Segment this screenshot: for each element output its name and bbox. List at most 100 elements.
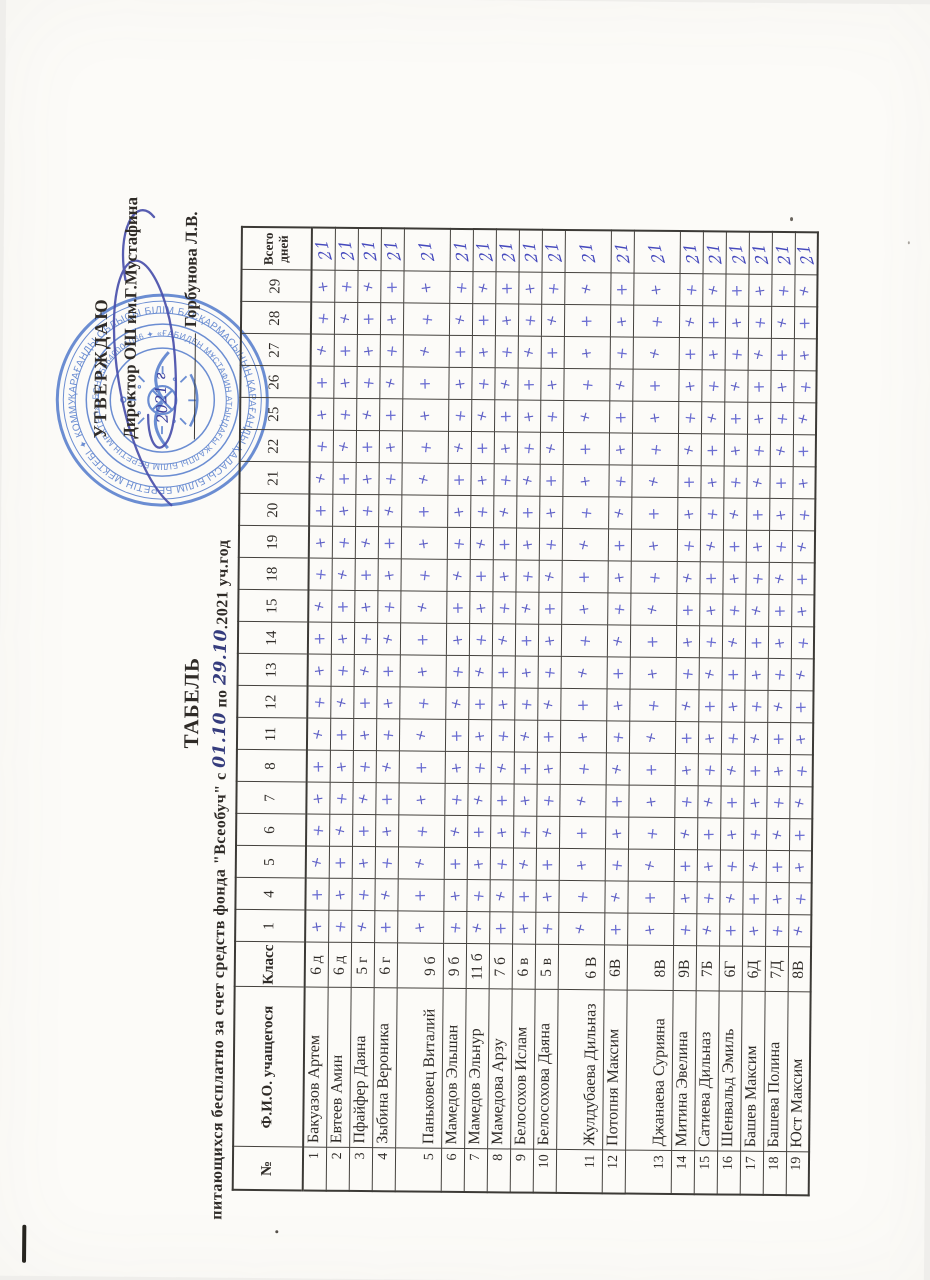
plus-mark: + [681,379,699,394]
cell-day-mark: + [561,592,608,626]
cell-day-mark: + [697,786,721,819]
plus-mark: + [607,761,626,777]
plus-mark: + [576,442,595,456]
plus-mark: + [772,411,792,427]
plus-mark: + [470,664,489,680]
plus-mark: + [724,603,744,618]
plus-mark: + [307,854,326,871]
cell-day-mark: + [790,691,814,724]
cell-day-mark: + [675,658,699,691]
cell-day-mark: + [538,560,562,593]
cell-day-mark: + [537,624,562,657]
plus-mark: + [495,473,516,488]
plus-mark: + [497,345,517,360]
cell-day-mark: + [514,656,538,689]
cell-day-mark: + [399,655,446,688]
cell-day-mark: + [744,658,768,691]
plus-mark: + [720,890,740,907]
cell-day-mark: + [562,432,609,466]
plus-mark: + [494,665,513,680]
cell-day-mark: + [745,594,769,627]
plus-mark: + [700,763,720,778]
plus-mark: + [414,471,433,488]
plus-mark: + [703,379,724,394]
cell-total-days: 21 [771,231,795,276]
plus-mark: + [381,440,400,455]
plus-mark: + [542,474,560,488]
cell-day-mark: + [722,530,747,563]
cell-day-mark: + [720,754,744,787]
cell-day-mark: + [539,464,563,497]
cell-day-mark: + [701,370,725,403]
cell-day-mark: + [332,462,356,495]
plus-mark: + [335,310,354,327]
plus-mark: + [769,732,788,746]
cell-day-mark: + [748,274,772,307]
handwritten-date-from: 01.10 [209,712,231,768]
plus-mark: + [331,887,349,902]
plus-mark: + [748,508,767,522]
cell-day-mark: + [330,622,355,655]
plus-mark: + [446,888,464,903]
plus-mark: + [416,408,434,423]
cell-day-mark: + [352,750,376,784]
cell-day-mark: + [563,368,610,402]
plus-mark: + [676,859,695,873]
cell-day-mark: + [674,722,699,755]
cell-day-mark: + [770,338,794,372]
plus-mark: + [609,698,627,713]
cell-day-mark: + [306,750,330,783]
cell-day-mark: + [516,432,540,465]
cell-day-mark: + [792,467,816,500]
plus-mark: + [379,696,397,711]
plus-mark: + [793,636,813,651]
plus-mark: + [773,283,794,299]
cell-day-mark: + [492,560,516,593]
cell-day-mark: + [792,435,816,468]
plus-mark: + [470,697,489,711]
plus-mark: + [416,376,435,391]
plus-mark: + [312,342,331,359]
plus-mark: + [520,313,540,328]
plus-mark: + [606,922,625,937]
plus-mark: + [469,857,488,872]
cell-day-mark: + [490,752,514,785]
cell-day-mark: + [605,753,629,786]
cell-day-mark: + [494,336,518,369]
cell-day-mark: + [309,462,333,495]
plus-mark: + [676,891,694,906]
cell-day-mark: + [747,338,771,371]
cell-day-mark: + [633,273,680,307]
plus-mark: + [312,439,332,455]
plus-mark: + [379,503,398,519]
plus-mark: + [358,440,377,454]
cell-day-mark: + [559,752,606,786]
cell-number: 8 [486,1149,511,1193]
cell-day-mark: + [721,626,746,659]
cell-day-mark: + [489,880,513,913]
plus-mark: + [491,921,510,936]
cell-total-days: 21 [518,229,542,273]
plus-mark: + [704,347,723,362]
attendance-table: № Ф.И.О. учащегося Класс 1 4 5 6 7 8 11 12 13 14 15 18… [231,225,819,1197]
cell-day-mark: + [306,782,330,815]
plus-mark: + [697,922,716,938]
cell-total-days: 21 [311,227,335,271]
cell-day-mark: + [768,530,793,564]
col-header-day: 8 [236,749,307,783]
plus-mark: + [574,698,593,712]
cell-day-mark: + [725,274,749,307]
cell-day-mark: + [604,913,628,946]
plus-mark: + [768,795,789,811]
subtitle-text: питающихся бесплатно за счет средств фон… [208,767,230,1220]
plus-mark: + [334,438,353,455]
cell-day-mark: + [356,334,380,368]
plus-mark: + [413,664,432,679]
signature-line [179,333,196,440]
cell-class: 7 б [488,944,513,990]
plus-mark: + [332,566,352,583]
handwritten-total: 21 [541,240,565,264]
plus-mark: + [643,666,662,681]
cell-day-mark: + [355,462,379,496]
cell-day-mark: + [724,370,748,403]
